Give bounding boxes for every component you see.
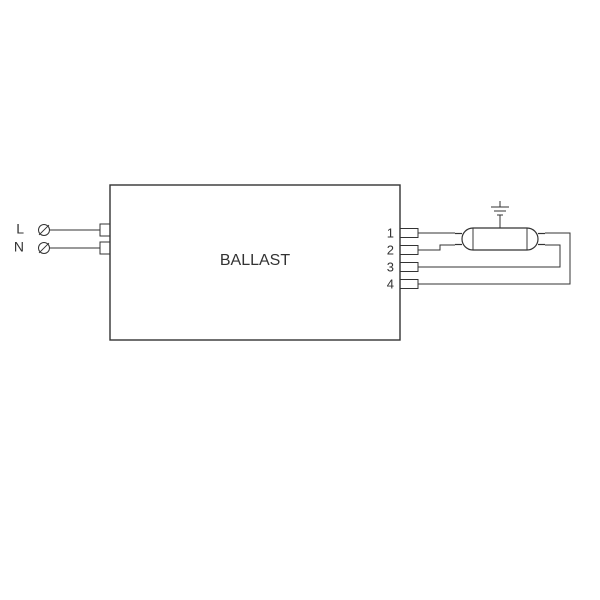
input-terminals: L N [14, 221, 110, 255]
wire-out-2 [418, 245, 455, 250]
wire-out-3 [418, 245, 560, 267]
input-label-N: N [14, 239, 24, 255]
fluorescent-lamp [455, 228, 545, 250]
input-label-L: L [16, 221, 24, 237]
output-terminal-3 [400, 263, 418, 272]
output-terminals: 1 2 3 4 [387, 225, 418, 291]
output-label-1: 1 [387, 225, 394, 240]
output-label-2: 2 [387, 242, 394, 257]
output-terminal-2 [400, 246, 418, 255]
wire-out-4 [418, 233, 570, 284]
output-terminal-4 [400, 280, 418, 289]
ground-symbol [491, 201, 509, 228]
input-terminal-L [39, 225, 50, 236]
ballast-wiring-diagram: BALLAST L N 1 2 3 4 [0, 0, 600, 600]
output-label-3: 3 [387, 259, 394, 274]
output-terminal-1 [400, 229, 418, 238]
input-connector-block [100, 224, 110, 254]
output-label-4: 4 [387, 276, 394, 291]
ballast-label: BALLAST [220, 252, 290, 269]
input-terminal-N [39, 243, 50, 254]
